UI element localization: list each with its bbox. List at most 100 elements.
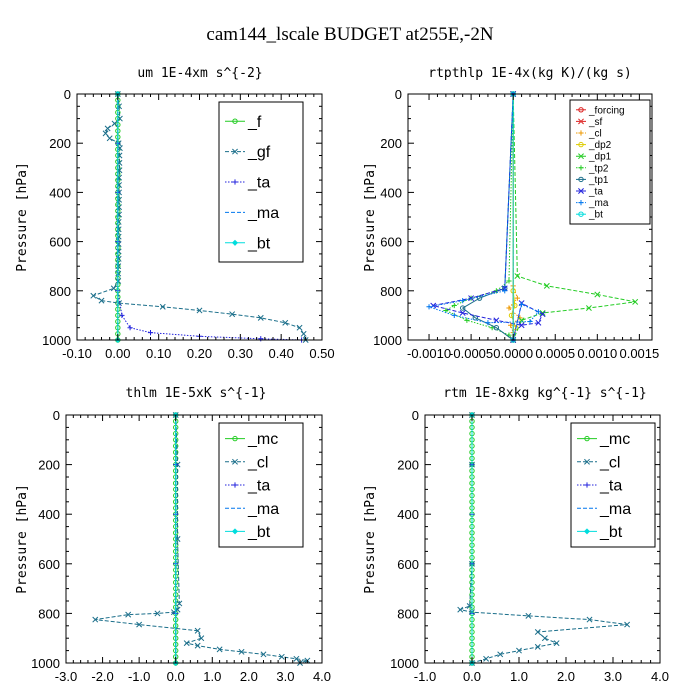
data-point xyxy=(115,255,122,262)
data-point xyxy=(493,325,500,331)
legend-label: _cl xyxy=(247,454,268,471)
data-point xyxy=(147,330,154,336)
legend: _mc _cl _ta _ma _bt xyxy=(218,422,304,548)
data-point xyxy=(115,233,122,240)
data-point xyxy=(300,330,307,337)
y-tick-label: 1000 xyxy=(31,656,60,671)
x-tick-label: 0.00 xyxy=(105,346,130,361)
legend-marker xyxy=(578,165,584,171)
y-tick-label: 600 xyxy=(380,235,402,250)
x-tick-label: 0.30 xyxy=(228,346,253,361)
data-point xyxy=(296,324,303,331)
legend-label: _tp1 xyxy=(588,175,609,186)
data-point xyxy=(115,218,122,225)
legend-label: _cl xyxy=(599,454,620,471)
legend-label: _tp2 xyxy=(588,163,609,174)
data-point xyxy=(518,322,525,329)
legend-label: _bt xyxy=(247,235,271,252)
data-point xyxy=(534,643,541,650)
y-axis-label: Pressure [hPa] xyxy=(15,484,30,594)
data-point xyxy=(466,603,473,609)
data-point xyxy=(183,640,190,647)
legend-marker xyxy=(231,239,239,246)
legend-label: _bt xyxy=(599,524,623,541)
data-point xyxy=(194,642,201,649)
y-tick-label: 800 xyxy=(397,606,419,621)
data-point xyxy=(543,282,550,289)
data-point xyxy=(116,174,123,181)
data-point xyxy=(258,336,264,342)
data-point xyxy=(594,291,601,298)
data-point xyxy=(534,629,541,635)
data-point xyxy=(586,616,593,623)
legend-marker xyxy=(232,458,238,465)
legend: _f _gf _ta _ma _bt xyxy=(218,101,304,263)
data-point xyxy=(194,627,201,634)
data-point xyxy=(111,120,118,127)
data-point xyxy=(102,130,109,137)
y-axis-label: Pressure [hPa] xyxy=(15,162,30,272)
legend-marker xyxy=(578,200,584,206)
x-tick-label: -0.0010 xyxy=(407,346,451,361)
data-point xyxy=(282,319,289,326)
data-point xyxy=(176,600,183,607)
x-tick-label: -1.0 xyxy=(414,669,436,684)
chart-panel-1: um 1E-4xm s^{-2} Pressure [hPa] -0.10 0.00 0… xyxy=(15,66,335,361)
legend-label: _gf xyxy=(247,144,271,161)
series-ta xyxy=(430,91,546,343)
legend: _mc _cl _ta _ma _bt xyxy=(570,422,656,548)
chart-title: rtm 1E-8xkg kg^{-1} s^{-1} xyxy=(443,386,647,401)
y-tick-label: 0 xyxy=(64,87,71,102)
data-point xyxy=(506,278,512,284)
data-point xyxy=(539,311,546,318)
data-point xyxy=(116,211,123,218)
x-tick-label: 0.20 xyxy=(187,346,212,361)
legend-label: _ta xyxy=(599,478,622,495)
chart-panel-2: rtpthlp 1E-4x(kg K)/(kg s) Pressure [hPa]… xyxy=(363,66,659,361)
legend-label: _ta xyxy=(247,478,270,495)
data-point xyxy=(116,204,123,211)
data-point xyxy=(472,315,479,321)
data-point xyxy=(116,103,123,110)
legend-label: _ma xyxy=(247,205,279,222)
y-tick-label: 0 xyxy=(395,87,402,102)
y-tick-label: 400 xyxy=(38,507,60,522)
chart-panel-3: thlm 1E-5xK s^{-1} Pressure [hPa] -3.0 -2.0… xyxy=(15,386,331,684)
legend-label: _ma xyxy=(247,501,279,518)
y-tick-label: 0 xyxy=(53,408,60,423)
x-tick-label: 0.0 xyxy=(463,669,481,684)
legend-label: _bt xyxy=(247,524,271,541)
data-point xyxy=(115,248,122,255)
y-tick-label: 0 xyxy=(412,408,419,423)
series-line xyxy=(461,93,514,341)
y-tick-label: 600 xyxy=(49,235,71,250)
figure-title: cam144_lscale BUDGET at255E,-2N xyxy=(206,24,493,45)
legend-label: _f xyxy=(247,114,262,131)
y-tick-label: 1000 xyxy=(42,333,71,348)
x-tick-label: -0.10 xyxy=(62,346,92,361)
series-line xyxy=(444,93,514,341)
series-cl xyxy=(92,412,311,666)
data-point xyxy=(539,309,546,316)
legend-label: _ma xyxy=(599,501,631,518)
legend-marker xyxy=(584,435,590,442)
legend-label: _dp2 xyxy=(588,140,612,151)
x-tick-label: 1.0 xyxy=(510,669,528,684)
legend-marker xyxy=(232,179,238,185)
y-tick-label: 200 xyxy=(397,458,419,473)
legend-marker xyxy=(578,211,584,217)
data-point xyxy=(535,309,542,315)
series-line xyxy=(92,93,307,341)
legend-label: _dp1 xyxy=(588,152,612,163)
y-tick-label: 800 xyxy=(49,284,71,299)
data-point xyxy=(506,305,512,311)
legend-marker xyxy=(578,130,584,136)
x-tick-label: 0.0010 xyxy=(577,346,617,361)
data-point xyxy=(527,318,533,325)
data-point xyxy=(119,312,125,318)
data-point xyxy=(216,646,223,653)
legend-box xyxy=(569,99,651,225)
legend-label: _sf xyxy=(588,117,603,128)
x-tick-label: 4.0 xyxy=(313,669,331,684)
